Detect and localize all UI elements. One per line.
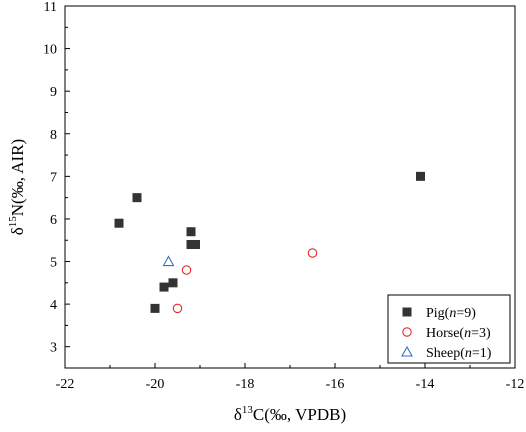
data-points (114, 171, 425, 314)
y-tick-label: 7 (50, 170, 57, 185)
y-tick-label: 3 (50, 341, 57, 356)
horse-data-point (172, 303, 183, 314)
x-tick-label: -18 (236, 377, 255, 392)
x-tick-label: -12 (506, 377, 525, 392)
y-axis-title: δ15N(‰, AIR) (7, 139, 27, 235)
y-tick-label: 8 (50, 128, 57, 143)
pig-data-point (132, 193, 142, 203)
x-tick-label: -14 (416, 377, 435, 392)
legend: Pig(n=9) Horse(n=3) Sheep(n=1) (387, 294, 511, 364)
sheep-data-point (162, 255, 175, 267)
pig-data-point (150, 303, 160, 313)
y-tick-label: 6 (50, 213, 57, 228)
legend-marker-sheep (401, 345, 413, 357)
x-axis-ticks: -22 -20 -18 -16 -14 -12 (56, 363, 525, 392)
x-tick-label: -20 (146, 377, 165, 392)
pig-data-point (114, 218, 124, 228)
x-tick-label: -22 (56, 377, 75, 392)
y-tick-label: 5 (50, 256, 57, 271)
legend-items: Pig(n=9) Horse(n=3) Sheep(n=1) (401, 306, 492, 361)
pig-data-point (416, 171, 425, 181)
y-tick-label: 9 (50, 85, 57, 100)
y-tick-label: 11 (44, 0, 57, 15)
horse-data-point (181, 265, 192, 275)
legend-label-pig: Pig(n=9) (426, 306, 476, 321)
x-axis-title: δ13C(‰, VPDB) (234, 404, 346, 424)
y-axis-ticks: 3 4 5 6 7 8 9 10 11 (43, 0, 70, 356)
pig-data-point (159, 282, 169, 292)
pig-data-point (186, 227, 196, 237)
legend-box (387, 294, 511, 364)
legend-label-sheep: Sheep(n=1) (426, 346, 492, 361)
x-tick-label: -16 (326, 377, 345, 392)
legend-marker-horse (402, 327, 412, 337)
legend-marker-pig (402, 307, 412, 317)
legend-label-horse: Horse(n=3) (426, 326, 491, 341)
pig-data-point (191, 239, 200, 249)
y-tick-label: 4 (50, 298, 57, 313)
pig-data-point (168, 278, 178, 288)
horse-data-point (307, 248, 318, 258)
y-tick-label: 10 (43, 43, 57, 58)
